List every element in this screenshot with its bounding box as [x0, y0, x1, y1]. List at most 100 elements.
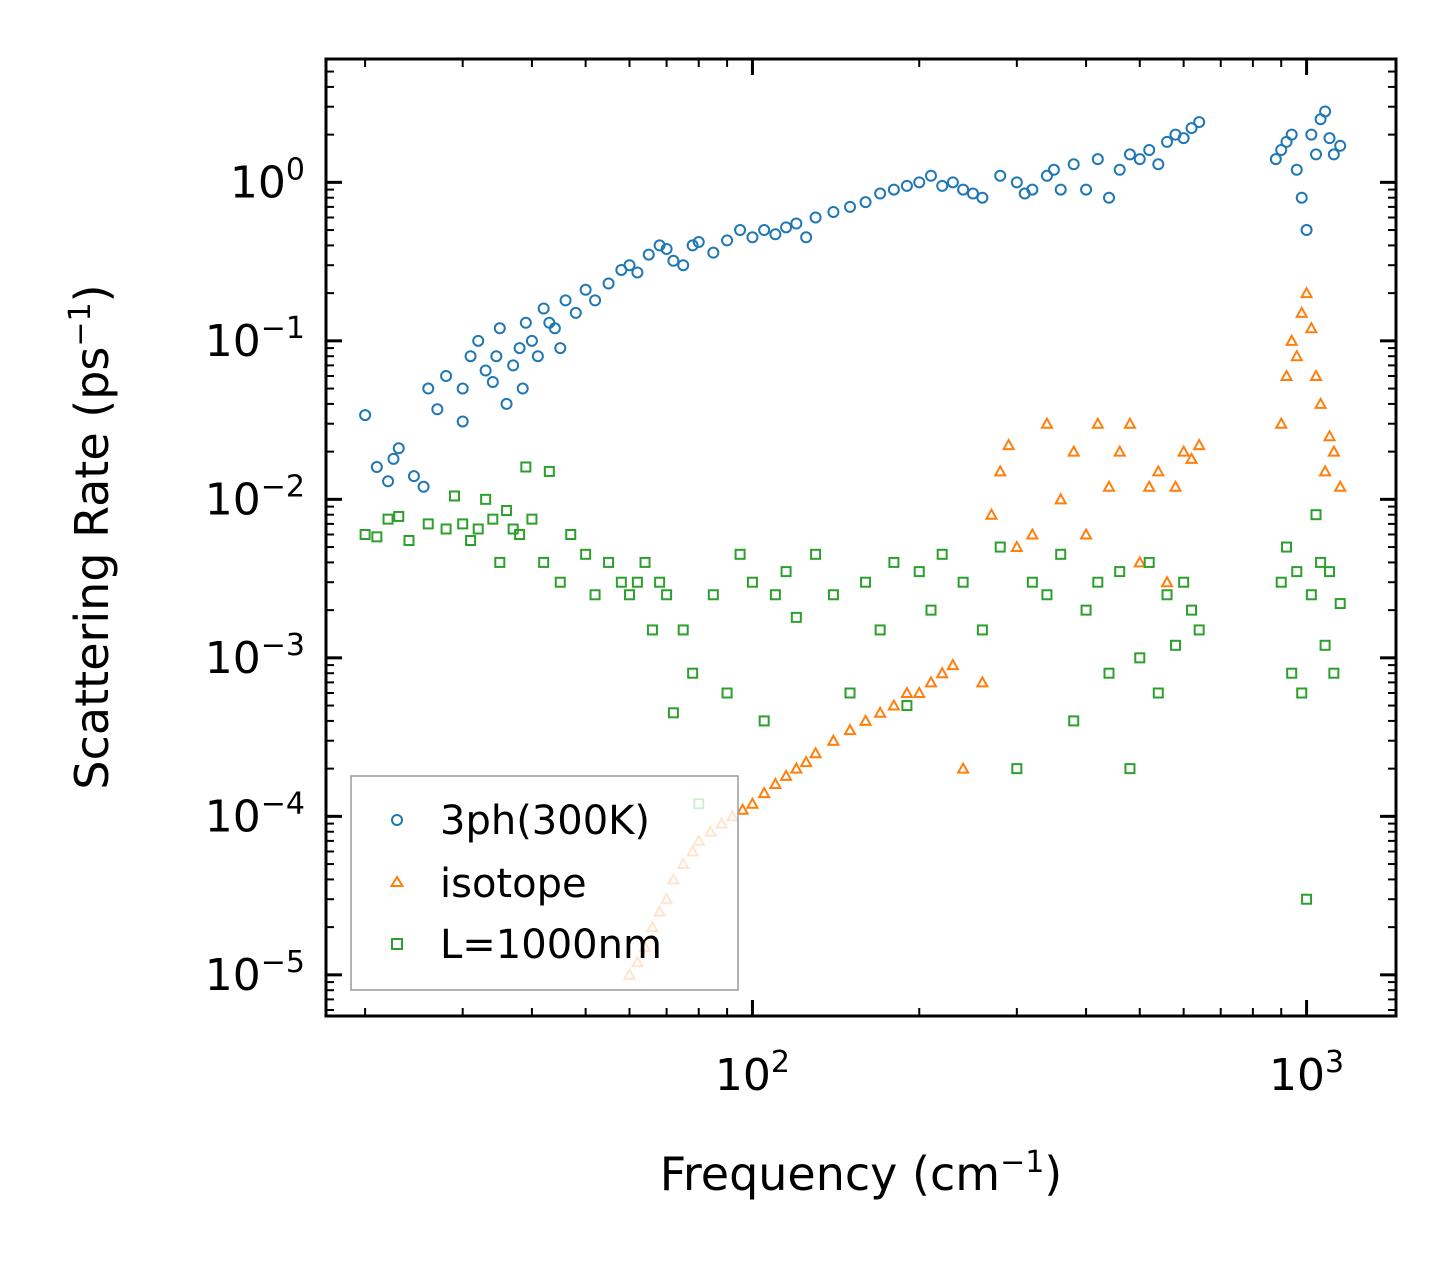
point-2-79	[1291, 566, 1303, 578]
point-0-98	[1319, 105, 1332, 118]
point-0-30	[569, 306, 582, 319]
point-0-39	[660, 242, 673, 255]
point-0-40	[667, 254, 680, 267]
point-0-74	[1067, 158, 1080, 171]
point-2-45	[810, 548, 822, 560]
y-tick-label-0: 100	[230, 152, 305, 208]
point-1-41	[1079, 527, 1093, 540]
point-2-27	[624, 589, 636, 601]
point-0-12	[464, 350, 477, 363]
point-0-7	[422, 382, 435, 395]
point-2-56	[976, 624, 988, 636]
point-2-22	[565, 529, 577, 541]
point-1-20	[808, 746, 823, 759]
point-1-29	[935, 666, 949, 679]
y-axis-title: Scattering Rate (ps−1)	[63, 284, 119, 789]
point-2-60	[1041, 589, 1053, 601]
point-2-24	[589, 589, 601, 601]
point-2-17	[520, 461, 532, 473]
point-0-43	[692, 236, 705, 249]
point-2-62	[1068, 715, 1080, 727]
point-1-13	[735, 802, 750, 815]
point-0-16	[490, 350, 503, 363]
point-2-53	[925, 604, 937, 616]
point-2-1	[371, 531, 383, 543]
x-tick-label-0: 102	[715, 1045, 790, 1101]
tick-labels: 102 103 100 10−1 10−2 10−3 10−4 10−5	[205, 152, 1344, 1101]
point-2-40	[746, 576, 758, 588]
point-0-60	[913, 176, 926, 189]
point-0-62	[936, 179, 949, 192]
point-2-38	[721, 687, 733, 699]
point-1-21	[826, 733, 841, 746]
point-0-71	[1040, 169, 1053, 182]
point-0-10	[456, 415, 469, 428]
point-2-83	[1310, 509, 1322, 521]
point-2-14	[501, 505, 513, 517]
point-2-11	[480, 493, 492, 505]
point-0-63	[946, 176, 959, 189]
point-1-66	[1333, 479, 1347, 492]
point-2-43	[780, 566, 792, 578]
legend-marker-3ph	[391, 814, 403, 826]
point-0-49	[769, 228, 782, 241]
point-2-20	[543, 465, 555, 477]
point-2-41	[758, 715, 770, 727]
point-0-51	[790, 217, 803, 230]
point-1-56	[1284, 333, 1299, 346]
legend-marker-l1000	[391, 938, 403, 950]
point-0-21	[516, 382, 529, 395]
point-1-51	[1176, 444, 1191, 457]
point-2-32	[661, 589, 673, 601]
point-0-67	[994, 169, 1007, 182]
point-2-78	[1286, 667, 1298, 679]
point-0-64	[957, 183, 970, 196]
point-1-50	[1168, 479, 1183, 492]
point-0-11	[456, 382, 469, 395]
point-1-22	[843, 723, 857, 736]
point-0-2	[382, 475, 395, 488]
point-0-14	[479, 364, 492, 377]
point-2-87	[1328, 667, 1340, 679]
point-1-37	[1025, 527, 1040, 540]
point-0-52	[800, 231, 813, 244]
point-2-81	[1301, 893, 1313, 905]
point-2-44	[790, 611, 802, 623]
point-1-52	[1184, 451, 1199, 464]
point-1-32	[975, 675, 990, 688]
point-0-75	[1080, 183, 1093, 196]
point-2-26	[615, 576, 627, 588]
point-2-15	[507, 523, 519, 535]
point-2-69	[1143, 556, 1155, 568]
point-0-58	[887, 183, 900, 196]
point-2-12	[487, 513, 499, 525]
point-0-56	[859, 196, 872, 209]
point-2-25	[603, 556, 615, 568]
point-1-63	[1318, 464, 1332, 477]
point-2-39	[734, 548, 746, 560]
point-1-23	[858, 713, 873, 726]
point-0-25	[537, 302, 550, 315]
y-tick-label-4: 10−4	[205, 786, 305, 842]
point-0-81	[1143, 143, 1156, 156]
point-0-1	[370, 460, 383, 473]
point-0-27	[548, 322, 561, 335]
point-0-9	[440, 370, 453, 383]
point-0-20	[513, 342, 526, 355]
point-1-16	[768, 776, 783, 789]
point-0-66	[976, 191, 989, 204]
point-1-18	[789, 761, 804, 774]
point-0-96	[1310, 148, 1323, 161]
point-0-53	[809, 211, 822, 224]
point-2-55	[957, 576, 969, 588]
x-axis-title: Frequency (cm−1)	[660, 1145, 1063, 1201]
point-0-42	[686, 239, 699, 252]
point-2-61	[1055, 548, 1067, 560]
point-2-0	[359, 529, 371, 541]
point-2-3	[393, 510, 405, 522]
point-2-16	[514, 529, 526, 541]
point-2-35	[687, 667, 699, 679]
point-1-65	[1327, 444, 1341, 457]
